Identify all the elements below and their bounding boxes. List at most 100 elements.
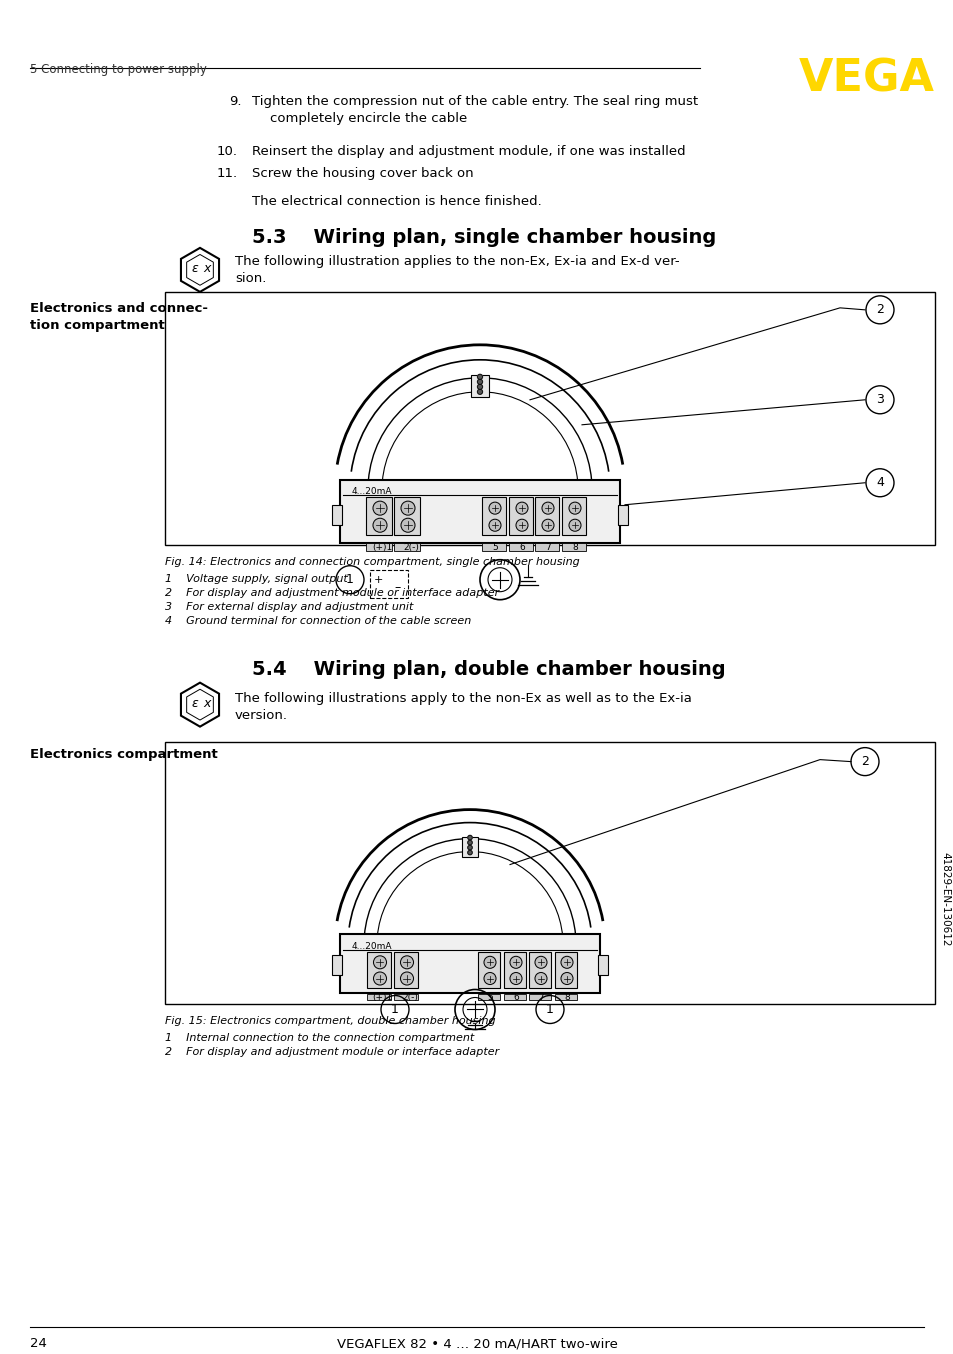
Text: The following illustrations apply to the non-Ex as well as to the Ex-ia: The following illustrations apply to the… [234,692,691,704]
Bar [366,543,392,551]
Circle shape [560,956,573,968]
Circle shape [535,972,546,984]
Text: 4    Ground terminal for connection of the cable screen: 4 Ground terminal for connection of the … [165,616,471,626]
Text: 6: 6 [518,543,524,551]
Circle shape [373,501,387,515]
Bar [529,994,551,1001]
Text: 4...20mA: 4...20mA [352,486,392,496]
Text: 1: 1 [391,1003,398,1016]
Text: 2: 2 [861,756,868,768]
Bar [503,994,525,1001]
Text: 5 Connecting to power supply: 5 Connecting to power supply [30,64,207,76]
Text: Reinsert the display and adjustment module, if one was installed: Reinsert the display and adjustment modu… [252,145,685,158]
Text: x: x [203,697,211,709]
Bar [535,497,558,535]
Text: 41829-EN-130612: 41829-EN-130612 [939,852,949,946]
Circle shape [477,385,482,390]
Text: 6: 6 [513,992,518,1002]
Circle shape [400,956,413,969]
Text: 1: 1 [346,573,354,586]
Circle shape [510,956,521,968]
Bar [165,292,934,544]
Text: 2    For display and adjustment module or interface adapter: 2 For display and adjustment module or i… [165,588,498,597]
Circle shape [560,972,573,984]
Text: x: x [203,263,211,275]
Circle shape [400,519,415,532]
Circle shape [541,502,554,515]
Circle shape [373,519,387,532]
Text: version.: version. [234,708,288,722]
Text: 1    Internal connection to the connection compartment: 1 Internal connection to the connection … [165,1033,474,1044]
Circle shape [516,502,527,515]
Circle shape [516,519,527,531]
Bar [481,497,505,535]
Text: ε: ε [191,263,198,275]
Circle shape [477,390,482,394]
Text: 9.: 9. [230,95,242,108]
Text: 7: 7 [544,543,550,551]
Bar [370,570,408,597]
Text: 2(-): 2(-) [401,992,417,1002]
Circle shape [535,956,546,968]
Circle shape [477,379,482,385]
Circle shape [400,972,413,984]
Bar [561,497,585,535]
Text: Tighten the compression nut of the cable entry. The seal ring must: Tighten the compression nut of the cable… [252,95,698,108]
Text: Electronics compartment: Electronics compartment [30,747,217,761]
Text: 5.4    Wiring plan, double chamber housing: 5.4 Wiring plan, double chamber housing [252,659,725,678]
Circle shape [467,850,472,854]
Circle shape [568,502,580,515]
Bar [481,543,505,551]
Circle shape [510,972,521,984]
Bar [471,375,489,397]
Text: 2: 2 [875,303,883,317]
Circle shape [483,956,496,968]
Text: 2(-): 2(-) [402,543,418,551]
Bar [555,952,577,987]
Bar [555,994,577,1001]
Text: Electronics and connec-: Electronics and connec- [30,302,208,315]
Bar [477,952,499,987]
Text: VEGAFLEX 82 • 4 … 20 mA/HART two-wire: VEGAFLEX 82 • 4 … 20 mA/HART two-wire [336,1338,617,1350]
Bar [394,543,419,551]
Text: (+)1: (+)1 [372,543,392,551]
Circle shape [374,972,386,984]
Bar [503,952,525,987]
Text: 8: 8 [572,543,578,551]
Circle shape [467,845,472,850]
Text: ε: ε [191,697,198,709]
Text: 5.3    Wiring plan, single chamber housing: 5.3 Wiring plan, single chamber housing [252,227,716,246]
Text: VEGA: VEGA [799,58,934,102]
Text: Fig. 15: Electronics compartment, double chamber housing: Fig. 15: Electronics compartment, double… [165,1017,496,1026]
Text: The following illustration applies to the non-Ex, Ex-ia and Ex-d ver-: The following illustration applies to th… [234,255,679,268]
Circle shape [467,835,472,839]
Bar [509,497,533,535]
Circle shape [489,502,500,515]
Text: 8: 8 [563,992,569,1002]
Text: 7: 7 [537,992,543,1002]
Text: –: – [395,581,400,594]
Circle shape [541,519,554,531]
Bar [477,994,499,1001]
Circle shape [400,501,415,515]
Text: (+)1: (+)1 [372,992,392,1002]
Bar [509,543,533,551]
Text: 5: 5 [492,543,497,551]
Bar [366,497,392,535]
Text: Screw the housing cover back on: Screw the housing cover back on [252,167,473,180]
Circle shape [483,972,496,984]
Bar [529,952,551,987]
Bar [367,994,391,1001]
Bar [165,742,934,1005]
Text: Fig. 14: Electronics and connection compartment, single chamber housing: Fig. 14: Electronics and connection comp… [165,556,579,567]
Text: 4: 4 [875,477,883,489]
Text: 4...20mA: 4...20mA [352,941,392,951]
Bar [367,952,391,987]
Bar [339,479,619,543]
Text: 10.: 10. [216,145,237,158]
Bar [394,497,419,535]
Text: 5: 5 [487,992,493,1002]
Bar [598,955,607,975]
Text: completely encircle the cable: completely encircle the cable [270,112,467,125]
Text: The electrical connection is hence finished.: The electrical connection is hence finis… [252,195,541,209]
